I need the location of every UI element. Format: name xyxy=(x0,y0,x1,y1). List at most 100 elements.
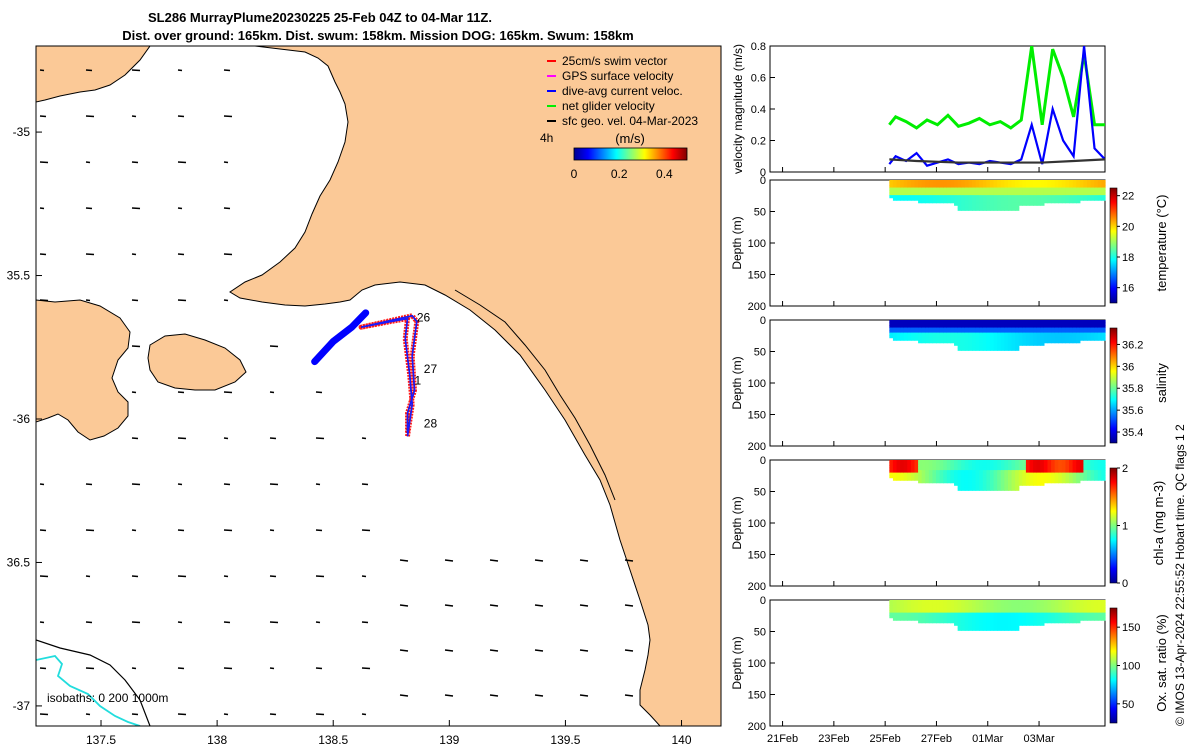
lat-tick-label: 35.5 xyxy=(7,269,31,283)
day-label: 28 xyxy=(424,417,438,431)
dive-avg-track xyxy=(360,314,418,437)
profile-panel-oxygen: 0 50 100 150 200 Depth (m) 50 100 150 Ox. sat. ra… xyxy=(730,595,1169,733)
depth-tick-label: 50 xyxy=(754,627,766,639)
depth-tick-label: 0 xyxy=(760,315,766,327)
lon-tick-label: 140 xyxy=(672,733,692,747)
isobath-shallow xyxy=(36,655,141,726)
land-mainland xyxy=(229,46,721,726)
map-panel: 26 271 28 137.5 138 138.5 139 139.5 140 -35 35.5 -… xyxy=(7,45,722,747)
velocity-series-line xyxy=(889,158,1105,164)
depth-tick-label: 100 xyxy=(748,518,766,530)
isobath-contour xyxy=(36,639,151,726)
colorbar-label: temperature (°C) xyxy=(1154,195,1169,292)
depth-tick-label: 50 xyxy=(754,487,766,499)
depth-tick-label: 150 xyxy=(748,410,766,422)
legend-entry: sfc geo. vel. 04-Mar-2023 xyxy=(562,114,698,128)
day-label: 1 xyxy=(414,374,421,388)
lat-tick-label: -37 xyxy=(13,699,31,713)
colorbar-tick-label: 100 xyxy=(1122,661,1140,673)
colorbar-tick: 0 xyxy=(571,167,578,181)
land-kangaroo-island xyxy=(147,333,247,391)
coastal-lagoon xyxy=(454,289,616,501)
day-labels: 26 271 28 xyxy=(414,310,437,430)
velocity-ylabel: velocity magnitude (m/s) xyxy=(731,44,745,174)
profile-panel-salinity: 0 50 100 150 200 Depth (m) 35.4 35.6 35.8 36 36.2 s… xyxy=(730,315,1169,453)
depth-tick-label: 100 xyxy=(748,238,766,250)
depth-tick-label: 100 xyxy=(748,378,766,390)
depth-tick-label: 200 xyxy=(748,441,766,453)
time-tick-label: 25Feb xyxy=(870,733,901,745)
colorbar-label: salinity xyxy=(1154,363,1169,403)
colorbar-tick-label: 18 xyxy=(1122,252,1134,264)
depth-tick-label: 50 xyxy=(754,347,766,359)
colorbar-tick-label: 35.4 xyxy=(1122,427,1143,439)
time-tick-label: 21Feb xyxy=(767,733,798,745)
legend-entry: dive-avg current veloc. xyxy=(562,84,683,98)
legend-entry: net glider velocity xyxy=(562,99,655,113)
dive-avg-current-path xyxy=(311,309,370,366)
lon-tick-label: 139 xyxy=(439,733,459,747)
imos-credit: © IMOS 13-Apr-2024 22:55:52 Hobart time.… xyxy=(1173,424,1187,726)
map-axis-ticks: 137.5 138 138.5 139 139.5 140 -35 35.5 -36 36.5 -3… xyxy=(7,125,692,747)
isobaths-label: isobaths: 0 200 1000m xyxy=(47,691,168,705)
lon-tick-label: 138 xyxy=(207,733,227,747)
colorbar-tick-label: 20 xyxy=(1122,221,1134,233)
lat-tick-label: -36 xyxy=(13,412,31,426)
lon-tick-label: 139.5 xyxy=(550,733,580,747)
velocity-tick-label: 0.4 xyxy=(751,104,766,116)
legend-entry: 25cm/s swim vector xyxy=(562,54,667,68)
colorbar-tick-label: 16 xyxy=(1122,283,1134,295)
time-axis: 21Feb 23Feb 25Feb 27Feb 01Mar 03Mar xyxy=(767,733,1055,745)
colorbar-tick-label: 2 xyxy=(1122,463,1128,475)
time-tick-label: 01Mar xyxy=(972,733,1004,745)
colorbar-note: 4h xyxy=(540,131,553,145)
velocity-panel: 0 0.2 0.4 0.6 0.8 velocity magnitude (m/s) xyxy=(731,41,1106,179)
depth-tick-label: 150 xyxy=(748,270,766,282)
land-west-peninsula xyxy=(36,299,131,441)
depth-tick-label: 200 xyxy=(748,581,766,593)
colorbar-label: Ox. sat. ratio (%) xyxy=(1154,614,1169,712)
figure-title: SL286 MurrayPlume20230225 25-Feb 04Z to … xyxy=(148,10,492,25)
lon-tick-label: 137.5 xyxy=(86,733,116,747)
colorbar-label: (m/s) xyxy=(615,131,645,146)
sfc-geo-velocity-field xyxy=(39,69,634,716)
colorbar-tick-label: 36.2 xyxy=(1122,339,1143,351)
depth-tick-label: 0 xyxy=(760,175,766,187)
colorbar-label: chl-a (mg m-3) xyxy=(1151,481,1166,566)
depth-tick-label: 0 xyxy=(760,595,766,607)
time-tick-label: 27Feb xyxy=(921,733,952,745)
colorbar-tick-label: 150 xyxy=(1122,622,1140,634)
profile-panel-temperature: 0 50 100 150 200 Depth (m) 16 18 20 22 temperature… xyxy=(730,175,1169,313)
depth-tick-label: 200 xyxy=(748,301,766,313)
colorbar-tick-label: 35.6 xyxy=(1122,405,1143,417)
profile-panel-chl-a: 0 50 100 150 200 Depth (m) 0 1 2 chl-a (mg m-3) xyxy=(730,455,1166,593)
depth-ylabel: Depth (m) xyxy=(730,216,744,269)
velocity-tick-label: 0.8 xyxy=(751,41,766,53)
colorbar-tick: 0.4 xyxy=(656,167,673,181)
depth-tick-label: 0 xyxy=(760,455,766,467)
depth-tick-label: 200 xyxy=(748,721,766,733)
time-tick-label: 03Mar xyxy=(1023,733,1055,745)
colorbar-tick-label: 35.8 xyxy=(1122,383,1143,395)
colorbar-tick: 0.2 xyxy=(611,167,628,181)
day-label: 26 xyxy=(417,310,431,324)
depth-tick-label: 50 xyxy=(754,207,766,219)
time-tick-label: 23Feb xyxy=(818,733,849,745)
depth-tick-label: 100 xyxy=(748,658,766,670)
depth-tick-label: 150 xyxy=(748,550,766,562)
lon-tick-label: 138.5 xyxy=(318,733,348,747)
lat-tick-label: 36.5 xyxy=(7,555,31,569)
colorbar-tick-label: 22 xyxy=(1122,191,1134,203)
velocity-tick-label: 0.2 xyxy=(751,136,766,148)
depth-tick-label: 150 xyxy=(748,690,766,702)
figure-subtitle: Dist. over ground: 165km. Dist. swum: 15… xyxy=(122,28,634,43)
depth-ylabel: Depth (m) xyxy=(730,356,744,409)
lat-tick-label: -35 xyxy=(13,125,31,139)
day-label: 27 xyxy=(424,362,438,376)
colorbar-tick-label: 1 xyxy=(1122,521,1128,533)
colorbar-tick-label: 50 xyxy=(1122,699,1134,711)
colorbar-tick-label: 36 xyxy=(1122,361,1134,373)
